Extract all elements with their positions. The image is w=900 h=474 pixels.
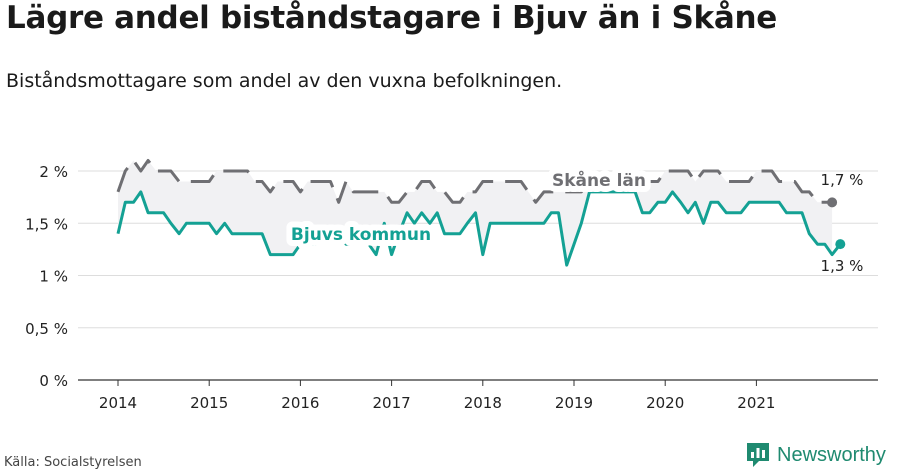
x-tick-label: 2016 <box>281 394 319 412</box>
series-label-bjuv: Bjuvs kommun <box>291 225 431 245</box>
end-point-bjuv <box>835 239 846 250</box>
chart-title: Lägre andel biståndstagare i Bjuv än i S… <box>6 0 777 36</box>
y-tick-label: 0,5 % <box>25 320 68 338</box>
series-lines <box>116 159 846 267</box>
series-line-skane <box>116 159 833 204</box>
y-tick-label: 1 % <box>39 268 68 286</box>
y-tick-label: 2 % <box>39 163 68 181</box>
x-tick-label: 2019 <box>555 394 593 412</box>
end-label-skane: 1,7 % <box>821 171 864 189</box>
series-label-skane: Skåne län <box>552 169 646 191</box>
x-tick-label: 2018 <box>464 394 502 412</box>
axes: 0 % 0,5 % 1 % 1,5 % 2 % 2014 2015 2016 2017 2018 2… <box>25 163 878 412</box>
end-point-skane <box>827 197 838 208</box>
source-note: Källa: Socialstyrelsen <box>4 455 142 470</box>
series-line-bjuv <box>116 190 842 267</box>
brand-name: Newsworthy <box>777 443 886 466</box>
brand-logo: Newsworthy <box>745 441 886 469</box>
x-tick-label: 2020 <box>646 394 684 412</box>
x-tick-label: 2014 <box>99 394 137 412</box>
x-tick-label: 2015 <box>190 394 228 412</box>
x-tick-label: 2017 <box>373 394 411 412</box>
y-tick-label: 1,5 % <box>25 215 68 233</box>
newsworthy-logo-icon <box>747 443 769 467</box>
end-label-bjuv: 1,3 % <box>821 257 864 275</box>
chart-subtitle: Biståndsmottagare som andel av den vuxna… <box>6 70 563 92</box>
y-tick-label: 0 % <box>39 372 68 390</box>
x-tick-label: 2021 <box>737 394 775 412</box>
